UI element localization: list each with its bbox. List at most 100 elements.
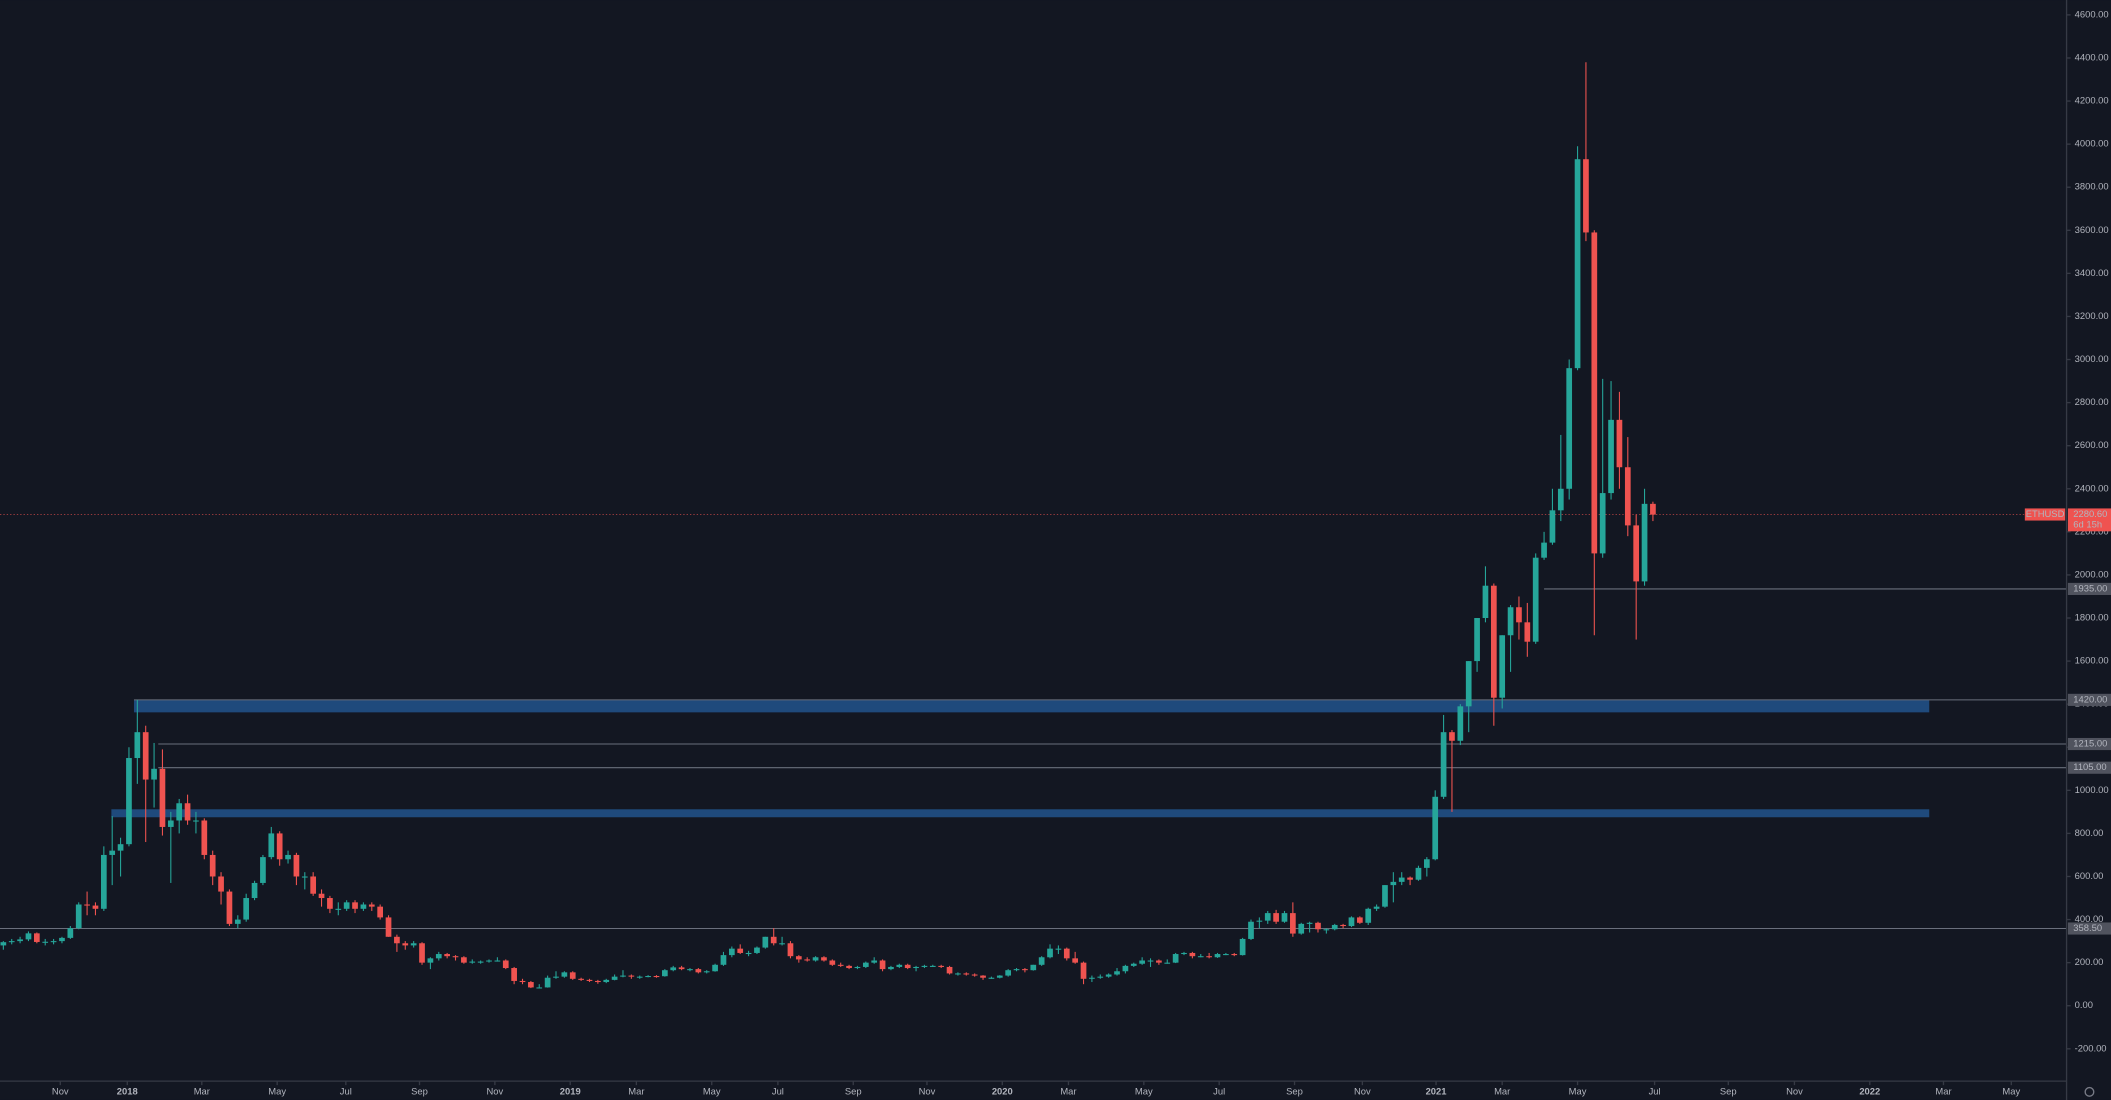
candle-body xyxy=(1256,920,1263,922)
candle-body xyxy=(728,948,735,956)
candle-body xyxy=(1423,859,1430,868)
candle-body xyxy=(368,904,375,907)
y-tick-label: 0.00 xyxy=(2075,999,2093,1010)
candle-body xyxy=(335,908,342,910)
candle-body xyxy=(469,961,476,963)
candle-body xyxy=(628,975,635,977)
candle-body xyxy=(1482,585,1489,619)
x-tick-label: Mar xyxy=(628,1085,644,1096)
x-tick-label: Nov xyxy=(919,1085,936,1096)
candle-body xyxy=(963,973,970,975)
candle-body xyxy=(84,904,90,906)
y-tick-label: 200.00 xyxy=(2075,956,2104,967)
y-tick-label: 1600.00 xyxy=(2075,655,2109,666)
x-tick-label: May xyxy=(703,1085,721,1096)
candle-body xyxy=(720,955,727,965)
candle-body xyxy=(1097,976,1104,978)
candle-body xyxy=(193,820,199,822)
candle-body xyxy=(645,976,651,978)
candle-body xyxy=(176,803,183,821)
y-tick-label: 4200.00 xyxy=(2075,95,2109,106)
candle-body xyxy=(410,943,417,946)
candle-body xyxy=(92,905,99,909)
candle-body xyxy=(1432,796,1439,860)
candle-body xyxy=(251,882,258,899)
candle-body xyxy=(260,857,266,883)
candle-body xyxy=(67,928,74,938)
candle-body xyxy=(1264,913,1271,921)
x-tick-label: Jul xyxy=(772,1085,784,1096)
candle-body xyxy=(452,956,459,958)
candle-body xyxy=(988,977,995,979)
x-tick-label: May xyxy=(1135,1085,1153,1096)
candle-body xyxy=(762,936,769,948)
candle-body xyxy=(226,891,233,924)
candle-body xyxy=(1557,488,1564,511)
candle-body xyxy=(318,893,325,899)
candle-body xyxy=(1633,525,1640,582)
candle-body xyxy=(1306,922,1313,924)
candle-body xyxy=(1616,419,1623,468)
candle-body xyxy=(1574,159,1581,369)
candle-body xyxy=(1583,159,1589,233)
candle-body xyxy=(1465,661,1472,707)
y-tick-label: 3200.00 xyxy=(2075,310,2109,321)
candle-body xyxy=(938,965,945,967)
axes: -200.00 0.00 200.00 400.00 600.00 800.00 1000.… xyxy=(52,8,2109,1096)
candle-body xyxy=(1650,503,1656,515)
candle-body xyxy=(1365,908,1372,923)
y-tick-label: 3000.00 xyxy=(2075,353,2109,364)
candle-body xyxy=(17,939,23,942)
candle-body xyxy=(678,967,685,970)
candle-body xyxy=(1181,952,1187,955)
x-tick-label: Mar xyxy=(194,1085,210,1096)
candle-body xyxy=(1331,924,1338,930)
candle-body xyxy=(427,958,434,963)
x-tick-label: 2019 xyxy=(560,1085,581,1096)
candle-body xyxy=(0,942,7,946)
candle-body xyxy=(1223,954,1229,956)
y-tick-label: 2600.00 xyxy=(2075,439,2109,450)
candle-body xyxy=(117,844,124,851)
candle-body xyxy=(50,941,57,943)
candle-body xyxy=(385,917,392,937)
candle-body xyxy=(8,941,15,943)
candle-body xyxy=(1080,962,1087,979)
candle-body xyxy=(1197,956,1204,958)
candle-body xyxy=(360,904,367,909)
candle-body xyxy=(1390,881,1397,886)
candle-body xyxy=(1122,965,1129,972)
candle-body xyxy=(1248,921,1254,939)
x-tick-label: May xyxy=(268,1085,286,1096)
candle-body xyxy=(477,961,484,963)
candle-body xyxy=(904,964,911,969)
candle-body xyxy=(712,964,718,972)
candle-body xyxy=(109,850,116,855)
candle-body xyxy=(1641,503,1648,582)
candle-body xyxy=(1164,962,1171,964)
candle-body xyxy=(1348,917,1355,927)
y-tick-label: 1000.00 xyxy=(2075,784,2109,795)
x-tick-label: 2022 xyxy=(1859,1085,1880,1096)
settings-icon[interactable] xyxy=(2084,1086,2095,1097)
candle-body xyxy=(795,956,802,960)
candle-body xyxy=(419,943,425,963)
candle-body xyxy=(142,732,149,780)
x-tick-label: Jul xyxy=(1649,1085,1661,1096)
y-tick-label: 3600.00 xyxy=(2075,224,2109,235)
settings-button[interactable] xyxy=(2084,1086,2095,1097)
candle-body xyxy=(126,758,132,845)
x-tick-label: Mar xyxy=(1494,1085,1510,1096)
candle-body xyxy=(494,960,501,962)
candle-body xyxy=(435,954,442,959)
candle-body xyxy=(1231,954,1238,956)
candle-body xyxy=(285,854,291,860)
candle-body xyxy=(603,979,610,983)
level-tag-label: 1420.00 xyxy=(2073,693,2107,704)
candle-body xyxy=(536,987,543,989)
candle-body xyxy=(779,943,785,945)
level-tag xyxy=(2067,582,2111,595)
candle-body xyxy=(268,833,275,858)
candle-body xyxy=(971,974,978,976)
